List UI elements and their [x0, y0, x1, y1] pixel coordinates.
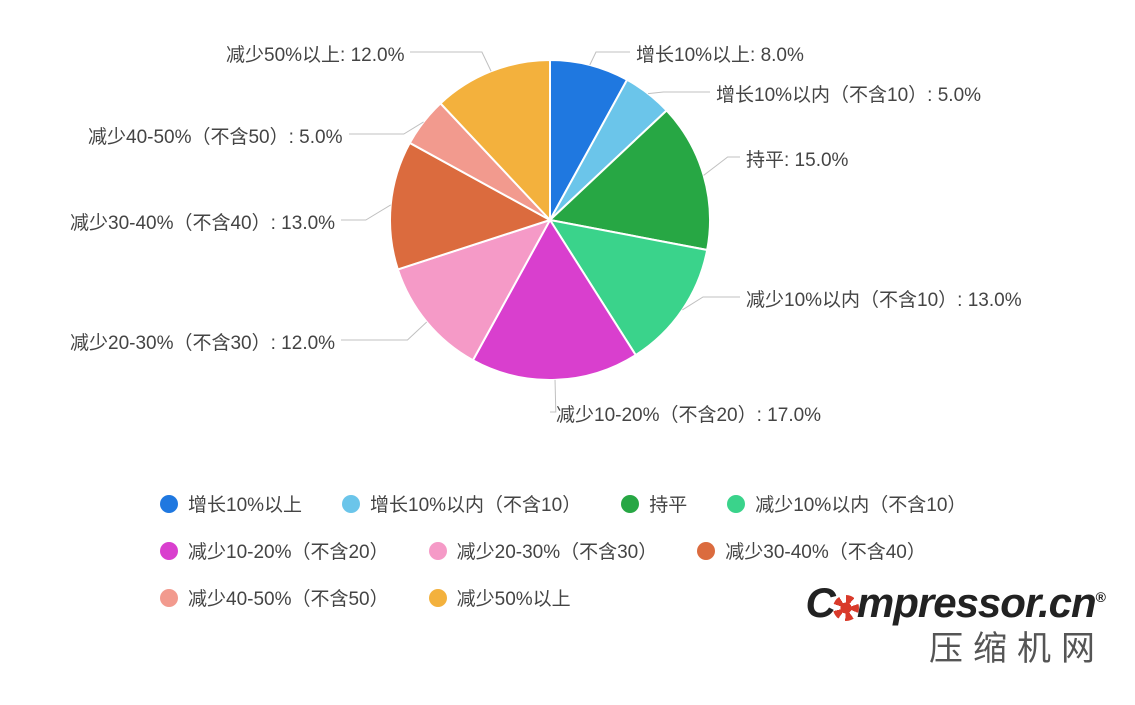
- legend-label: 减少10-20%（不含20）: [188, 537, 389, 564]
- slice-label: 减少10-20%（不含20）: 17.0%: [556, 400, 821, 427]
- legend-label: 减少10%以内（不含10）: [755, 490, 966, 517]
- slice-label: 减少40-50%（不含50）: 5.0%: [88, 122, 343, 149]
- legend-label: 减少30-40%（不含40）: [725, 537, 926, 564]
- legend-marker: [429, 542, 447, 560]
- legend-marker: [697, 542, 715, 560]
- fan-icon: [833, 595, 859, 621]
- legend-label: 持平: [649, 490, 687, 517]
- leader-line: [550, 380, 556, 412]
- slice-label: 减少20-30%（不含30）: 12.0%: [70, 328, 335, 355]
- leader-line: [341, 205, 391, 220]
- legend-label: 减少50%以上: [457, 584, 571, 611]
- legend-item[interactable]: 持平: [621, 490, 687, 517]
- pie-svg: [390, 60, 710, 380]
- legend-label: 增长10%以上: [188, 490, 302, 517]
- legend-item[interactable]: 增长10%以内（不含10）: [342, 490, 581, 517]
- watermark-logo: Cmpressor.cn® 压缩机网: [806, 579, 1105, 670]
- legend-item[interactable]: 减少20-30%（不含30）: [429, 537, 658, 564]
- legend-item[interactable]: 减少50%以上: [429, 584, 571, 611]
- legend-label: 减少20-30%（不含30）: [457, 537, 658, 564]
- legend-marker: [342, 495, 360, 513]
- slice-label: 增长10%以上: 8.0%: [636, 40, 804, 67]
- legend-item[interactable]: 减少40-50%（不含50）: [160, 584, 389, 611]
- legend-item[interactable]: 减少10%以内（不含10）: [727, 490, 966, 517]
- slice-label: 增长10%以内（不含10）: 5.0%: [716, 80, 981, 107]
- pie-chart: 增长10%以上: 8.0% 增长10%以内（不含10）: 5.0% 持平: 15.0…: [0, 0, 1135, 480]
- slice-label: 减少50%以上: 12.0%: [226, 40, 404, 67]
- watermark-brand: Cmpressor.cn®: [806, 579, 1105, 627]
- legend-marker: [160, 542, 178, 560]
- legend-marker: [621, 495, 639, 513]
- legend-item[interactable]: 减少30-40%（不含40）: [697, 537, 926, 564]
- legend-item[interactable]: 减少10-20%（不含20）: [160, 537, 389, 564]
- slice-label: 减少10%以内（不含10）: 13.0%: [746, 285, 1022, 312]
- legend-marker: [160, 495, 178, 513]
- legend-marker: [160, 589, 178, 607]
- legend-marker: [429, 589, 447, 607]
- legend-label: 减少40-50%（不含50）: [188, 584, 389, 611]
- legend-marker: [727, 495, 745, 513]
- watermark-subtitle: 压缩机网: [806, 621, 1105, 670]
- slice-label: 持平: 15.0%: [746, 145, 848, 172]
- slice-label: 减少30-40%（不含40）: 13.0%: [70, 208, 335, 235]
- legend-item[interactable]: 增长10%以上: [160, 490, 302, 517]
- legend-label: 增长10%以内（不含10）: [370, 490, 581, 517]
